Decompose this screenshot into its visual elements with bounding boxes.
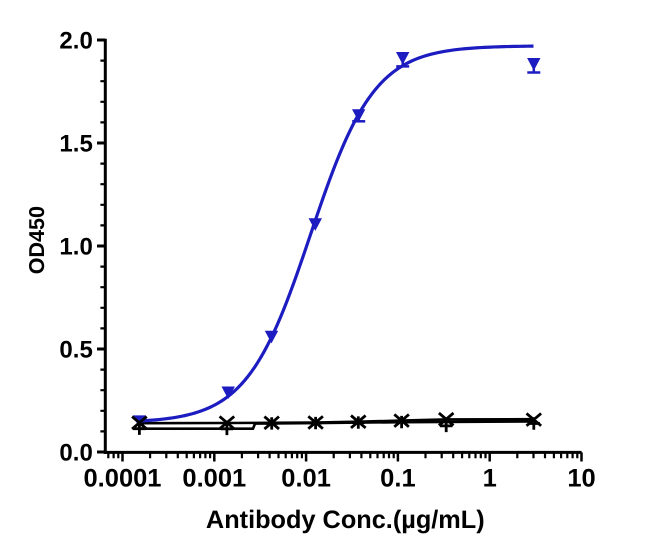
svg-text:0.1: 0.1 <box>380 464 415 492</box>
svg-text:0.0001: 0.0001 <box>84 464 162 492</box>
svg-text:0.001: 0.001 <box>182 464 246 492</box>
svg-text:OD450: OD450 <box>25 206 49 274</box>
svg-text:1.5: 1.5 <box>59 131 92 158</box>
svg-text:0.5: 0.5 <box>59 337 92 364</box>
svg-text:2.0: 2.0 <box>59 28 92 55</box>
svg-text:10: 10 <box>567 464 595 492</box>
svg-text:1.0: 1.0 <box>59 234 92 261</box>
svg-text:1: 1 <box>483 464 497 492</box>
svg-text:0.01: 0.01 <box>281 464 331 492</box>
svg-text:Antibody Conc.(µg/mL): Antibody Conc.(µg/mL) <box>206 506 485 534</box>
svg-text:0.0: 0.0 <box>59 440 92 467</box>
